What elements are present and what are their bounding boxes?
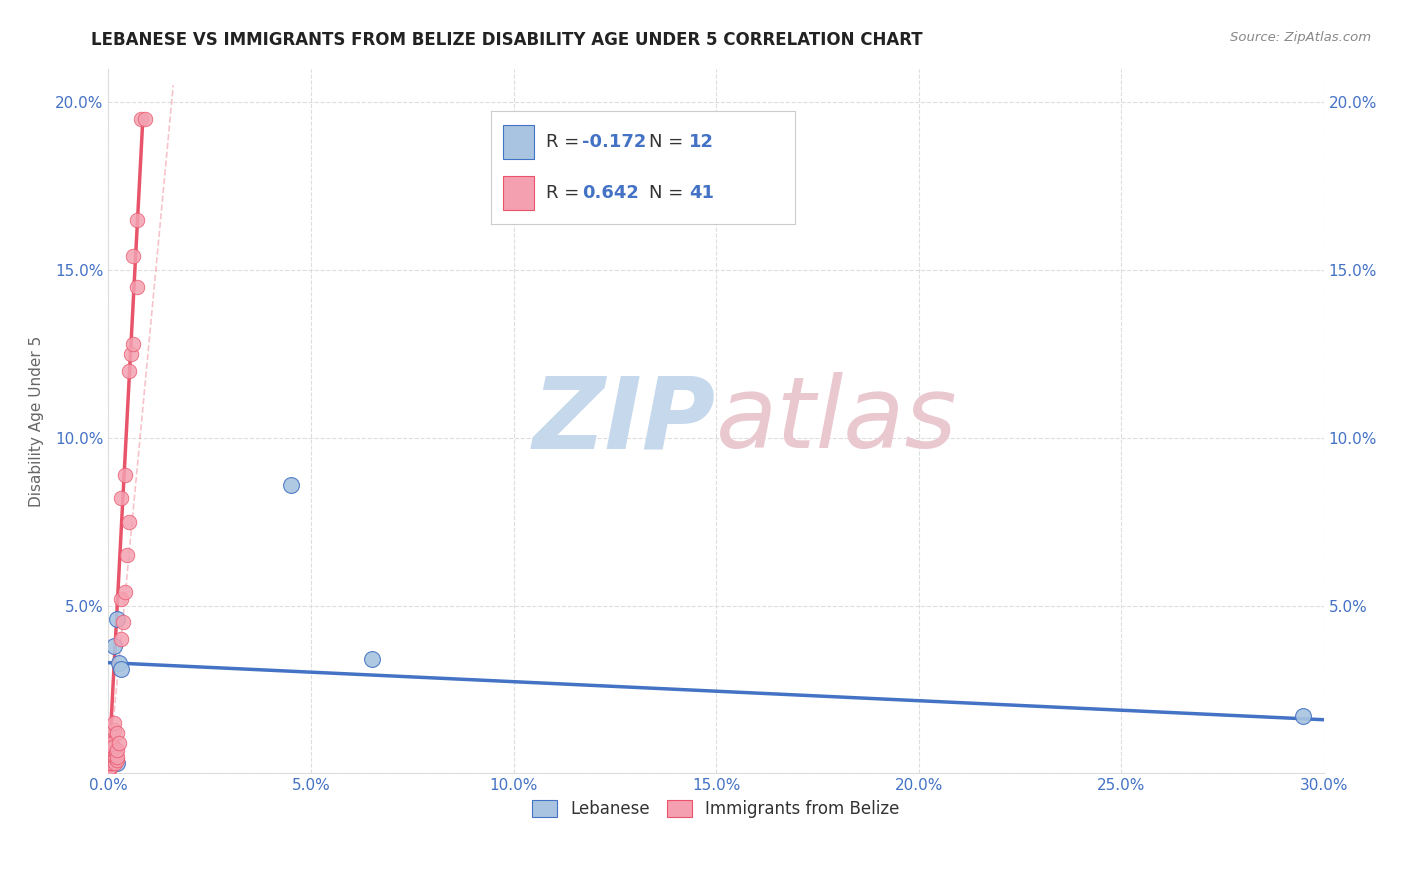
Point [103,749,125,764]
Point [101,736,124,750]
Point [103,716,125,731]
Point [115,548,138,562]
Point [98,763,121,777]
Point [105,749,128,764]
Point [105,726,128,740]
Point [129,112,152,126]
Point [98,760,121,774]
Point [118,363,141,377]
Point [134,112,156,126]
Point [121,336,143,351]
Point [103,739,125,754]
Point [104,756,127,771]
Point [110,632,132,647]
Point [114,585,136,599]
Point [100,755,122,769]
Point [110,591,132,606]
Point [101,753,124,767]
Point [111,615,134,630]
Point [100,743,122,757]
Point [100,756,122,771]
Point [100,753,122,767]
Point [280,477,302,491]
Point [1292,709,1315,723]
Text: ZIP: ZIP [533,373,716,469]
Y-axis label: Disability Age Under 5: Disability Age Under 5 [30,335,44,507]
Point [360,652,382,666]
Legend: Lebanese, Immigrants from Belize: Lebanese, Immigrants from Belize [526,794,907,825]
Point [110,491,132,505]
Point [105,756,128,771]
Point [101,753,124,767]
Point [118,515,141,529]
Point [100,746,122,760]
Point [101,749,124,764]
Point [101,756,124,771]
Point [125,212,148,227]
Point [104,749,127,764]
Point [105,743,128,757]
Point [121,250,143,264]
Text: atlas: atlas [716,373,957,469]
Point [104,746,127,760]
Point [114,467,136,482]
Text: Source: ZipAtlas.com: Source: ZipAtlas.com [1230,31,1371,45]
Point [105,612,128,626]
Point [107,656,129,670]
Point [125,279,148,293]
Point [100,749,122,764]
Point [110,662,132,676]
Point [98,760,121,774]
Text: LEBANESE VS IMMIGRANTS FROM BELIZE DISABILITY AGE UNDER 5 CORRELATION CHART: LEBANESE VS IMMIGRANTS FROM BELIZE DISAB… [91,31,922,49]
Point [103,639,125,653]
Point [98,756,121,771]
Point [103,723,125,737]
Point [101,739,124,754]
Point [105,753,128,767]
Point [120,347,142,361]
Point [107,736,129,750]
Point [100,756,122,771]
